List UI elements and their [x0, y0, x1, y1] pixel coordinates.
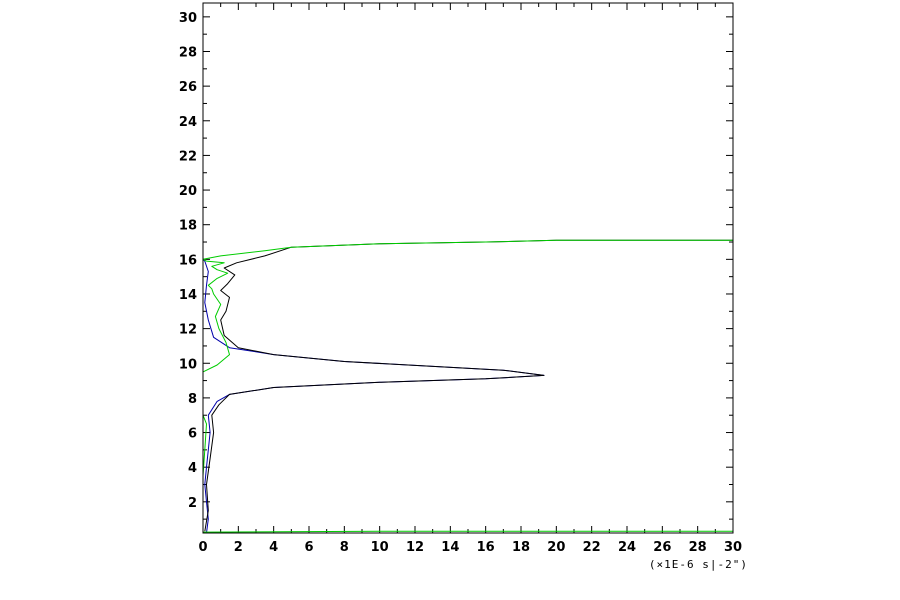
y-tick-label: 8 — [188, 392, 197, 407]
labels-layer: 0 2 4 6 8 10 12 14 16 18 20 22 24 26 28 302468101214161… — [179, 11, 742, 555]
series-layer — [202, 239, 733, 534]
x-tick-label: 20 — [547, 540, 565, 555]
y-tick-label: 22 — [179, 149, 197, 164]
ticks-layer — [202, 3, 734, 533]
x-tick-label: 6 — [304, 540, 313, 555]
x-tick-label: 28 — [689, 540, 707, 555]
y-tick-label: 10 — [179, 357, 197, 372]
y-tick-label: 20 — [179, 184, 197, 199]
y-tick-label: 18 — [179, 219, 197, 234]
x-unit-label: (×1E-6 s|-2") — [649, 558, 748, 571]
x-tick-label: 24 — [618, 540, 636, 555]
y-tick-label: 6 — [188, 427, 197, 442]
x-tick-label: 16 — [477, 540, 495, 555]
y-tick-label: 30 — [179, 11, 197, 26]
x-tick-label: 4 — [269, 540, 278, 555]
x-tick-label: 18 — [512, 540, 530, 555]
x-tick-label: 10 — [371, 540, 389, 555]
x-tick-label: 8 — [340, 540, 349, 555]
series-line-4 — [202, 239, 733, 373]
x-tick-label: 12 — [406, 540, 424, 555]
x-tick-label: 0 — [198, 540, 207, 555]
series-line-5 — [202, 530, 733, 533]
x-tick-label: 26 — [653, 540, 671, 555]
series-line-3 — [202, 415, 207, 476]
x-tick-label: 22 — [583, 540, 601, 555]
series-line-1 — [202, 258, 545, 534]
y-tick-label: 26 — [179, 80, 197, 95]
y-tick-label: 14 — [179, 288, 197, 303]
series-line-2 — [204, 239, 733, 532]
x-tick-label: 30 — [724, 540, 742, 555]
plot-frame — [202, 2, 734, 534]
y-tick-label: 12 — [179, 323, 197, 338]
y-tick-label: 24 — [179, 115, 197, 130]
y-tick-label: 16 — [179, 253, 197, 268]
y-tick-label: 2 — [188, 496, 197, 511]
y-tick-label: 28 — [179, 45, 197, 60]
y-tick-label: 4 — [188, 461, 197, 476]
x-tick-label: 2 — [234, 540, 243, 555]
x-tick-label: 14 — [441, 540, 459, 555]
